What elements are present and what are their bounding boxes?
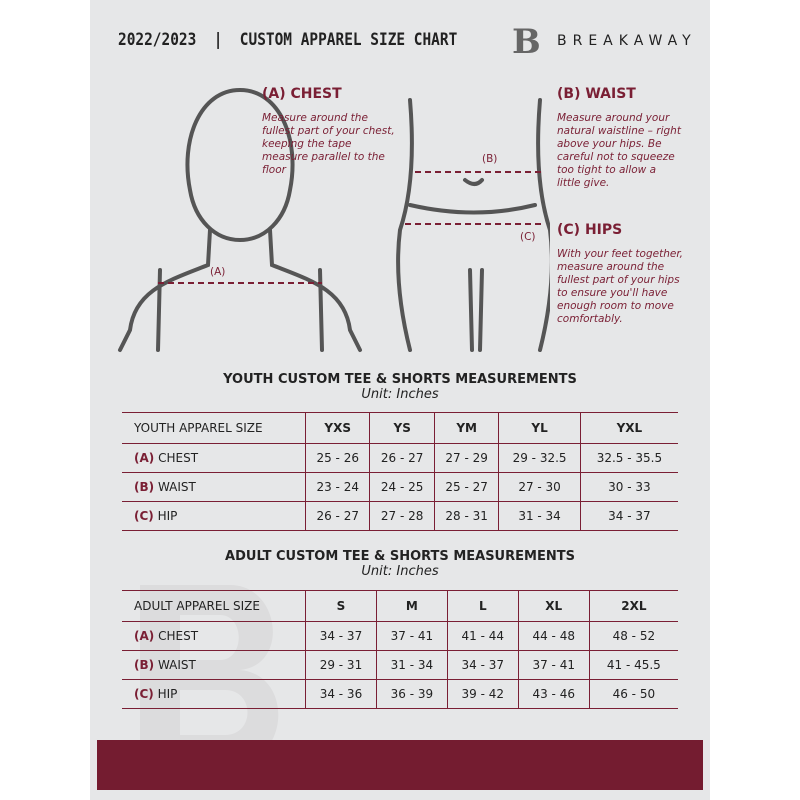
adult-section-header: ADULT CUSTOM TEE & SHORTS MEASUREMENTS U… xyxy=(90,549,710,579)
header-cell: YS xyxy=(369,412,435,444)
table-header-row: YOUTH APPAREL SIZE YXS YS YM YL YXL xyxy=(122,412,678,444)
table-cell: 28 - 31 xyxy=(433,501,499,531)
table-cell: 48 - 52 xyxy=(588,621,678,651)
hips-heading: (C) HIPS xyxy=(557,222,623,238)
row-letter: (C) xyxy=(134,509,154,523)
table-cell: 27 - 30 xyxy=(498,472,581,502)
table-cell: 29 - 32.5 xyxy=(498,443,581,473)
table-cell: 23 - 24 xyxy=(304,472,370,502)
table-cell: 30 - 33 xyxy=(579,472,678,502)
waist-marker: (B) xyxy=(482,153,498,165)
table-cell: 44 - 48 xyxy=(517,621,590,651)
table-cell: 25 - 26 xyxy=(304,443,370,473)
footer-bar xyxy=(97,740,703,790)
adult-unit: Unit: Inches xyxy=(361,564,439,579)
youth-title: YOUTH CUSTOM TEE & SHORTS MEASUREMENTS xyxy=(223,372,577,387)
table-cell: 25 - 27 xyxy=(433,472,499,502)
table-cell: 29 - 31 xyxy=(305,650,377,680)
header-cell: XL xyxy=(517,590,590,622)
row-label-text: CHEST xyxy=(158,629,199,643)
table-row: (A) CHEST 34 - 37 37 - 41 41 - 44 44 - 48 48 … xyxy=(122,621,678,651)
table-cell: 37 - 41 xyxy=(375,621,448,651)
waist-heading: (B) WAIST xyxy=(557,86,636,102)
hips-text: With your feet together, measure around … xyxy=(557,248,684,325)
header-cell: YM xyxy=(433,412,499,444)
table-row: (B) WAIST 29 - 31 31 - 34 34 - 37 37 - 41 41 … xyxy=(122,650,678,680)
table-cell: 27 - 29 xyxy=(433,443,499,473)
brand-logo-icon: B xyxy=(512,22,541,62)
row-label: (C) HIP xyxy=(122,679,306,709)
row-label: (A) CHEST xyxy=(122,621,306,651)
header-cell: YL xyxy=(498,412,581,444)
row-label: (B) WAIST xyxy=(122,650,306,680)
row-letter: (B) xyxy=(134,480,155,494)
youth-section-header: YOUTH CUSTOM TEE & SHORTS MEASUREMENTS U… xyxy=(90,372,710,402)
table-header-row: ADULT APPAREL SIZE S M L XL 2XL xyxy=(122,590,678,622)
table-cell: 34 - 37 xyxy=(305,621,377,651)
table-cell: 39 - 42 xyxy=(446,679,519,709)
header-cell: YXS xyxy=(304,412,370,444)
row-letter: (A) xyxy=(134,629,155,643)
table-cell: 34 - 37 xyxy=(446,650,519,680)
row-letter: (A) xyxy=(134,451,155,465)
header-cell: M xyxy=(375,590,448,622)
table-cell: 24 - 25 xyxy=(369,472,435,502)
table-cell: 41 - 44 xyxy=(446,621,519,651)
table-row: (A) CHEST 25 - 26 26 - 27 27 - 29 29 - 32.5 3… xyxy=(122,443,678,473)
adult-title: ADULT CUSTOM TEE & SHORTS MEASUREMENTS xyxy=(225,549,575,564)
table-cell: 34 - 37 xyxy=(579,501,678,531)
table-cell: 37 - 41 xyxy=(517,650,590,680)
chest-text: Measure around the fullest part of your … xyxy=(262,112,395,176)
chest-heading: (A) CHEST xyxy=(262,86,342,102)
table-row: (B) WAIST 23 - 24 24 - 25 25 - 27 27 - 30 30 … xyxy=(122,472,678,502)
table-cell: 43 - 46 xyxy=(517,679,590,709)
header-cell: 2XL xyxy=(588,590,678,622)
table-cell: 41 - 45.5 xyxy=(588,650,678,680)
table-cell: 31 - 34 xyxy=(498,501,581,531)
youth-size-table: YOUTH APPAREL SIZE YXS YS YM YL YXL (A) CHEST 2… xyxy=(122,412,678,531)
table-cell: 34 - 36 xyxy=(305,679,377,709)
table-cell: 27 - 28 xyxy=(369,501,435,531)
page-title: 2022/2023 | CUSTOM APPAREL SIZE CHART xyxy=(118,30,458,50)
row-label-text: CHEST xyxy=(158,451,199,465)
hips-marker: (C) xyxy=(520,231,536,243)
youth-unit: Unit: Inches xyxy=(361,387,439,402)
row-label-text: WAIST xyxy=(157,658,196,672)
body-illustration xyxy=(118,87,550,352)
table-cell: 46 - 50 xyxy=(588,679,678,709)
table-row: (C) HIP 34 - 36 36 - 39 39 - 42 43 - 46 46 - … xyxy=(122,679,678,709)
table-cell: 26 - 27 xyxy=(304,501,370,531)
row-label: (A) CHEST xyxy=(122,443,306,473)
table-cell: 31 - 34 xyxy=(375,650,448,680)
table-cell: 36 - 39 xyxy=(375,679,448,709)
table-cell: 32.5 - 35.5 xyxy=(579,443,678,473)
row-label-text: HIP xyxy=(157,687,178,701)
header-cell: YXL xyxy=(579,412,678,444)
adult-size-table: ADULT APPAREL SIZE S M L XL 2XL (A) CHEST 34 - … xyxy=(122,590,678,709)
row-label: (C) HIP xyxy=(122,501,306,531)
row-label-text: HIP xyxy=(157,509,178,523)
header-cell: L xyxy=(446,590,519,622)
row-letter: (C) xyxy=(134,687,154,701)
row-label: (B) WAIST xyxy=(122,472,306,502)
row-label-text: WAIST xyxy=(157,480,196,494)
brand-name: BREAKAWAY xyxy=(557,33,697,49)
header-cell: S xyxy=(305,590,377,622)
chest-marker: (A) xyxy=(210,266,226,278)
header-cell: ADULT APPAREL SIZE xyxy=(122,590,306,622)
row-letter: (B) xyxy=(134,658,155,672)
waist-text: Measure around your natural waistline – … xyxy=(557,112,681,189)
table-cell: 26 - 27 xyxy=(369,443,435,473)
table-row: (C) HIP 26 - 27 27 - 28 28 - 31 31 - 34 34 - … xyxy=(122,501,678,531)
header-cell: YOUTH APPAREL SIZE xyxy=(122,412,306,444)
